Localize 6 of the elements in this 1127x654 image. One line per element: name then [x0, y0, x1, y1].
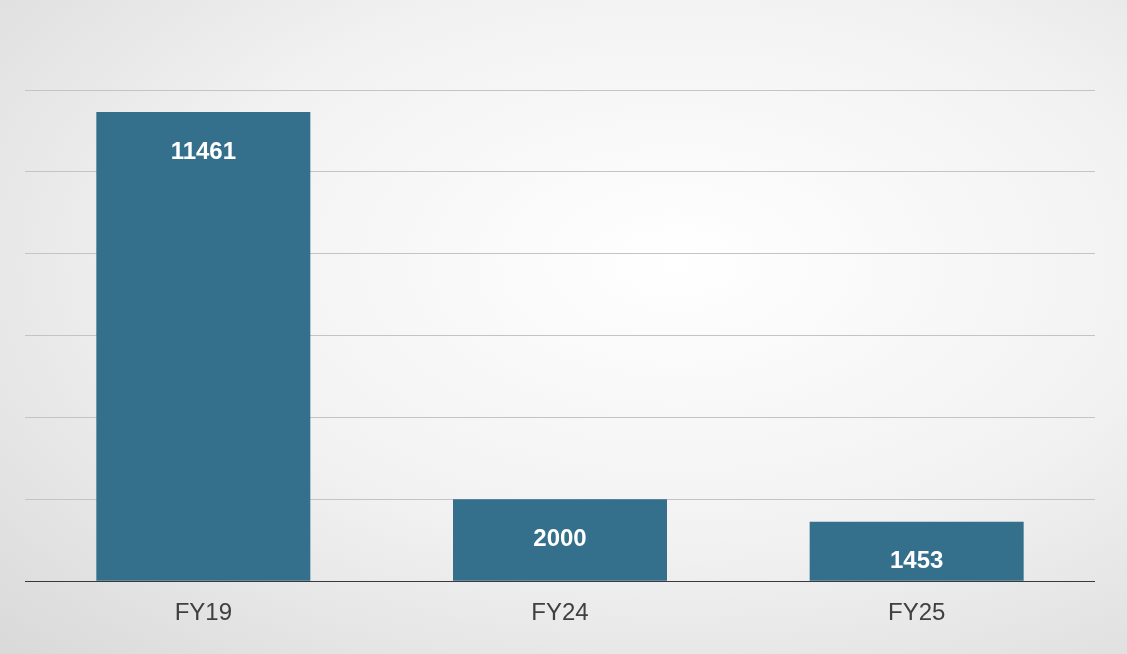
data-label: 1453: [889, 546, 944, 574]
data-label: 11461: [170, 136, 237, 164]
data-label: 2000: [533, 523, 587, 551]
x-tick-label: FY19: [174, 598, 233, 626]
x-tick-label: FY24: [531, 598, 589, 626]
x-tick-label: FY25: [887, 598, 946, 626]
